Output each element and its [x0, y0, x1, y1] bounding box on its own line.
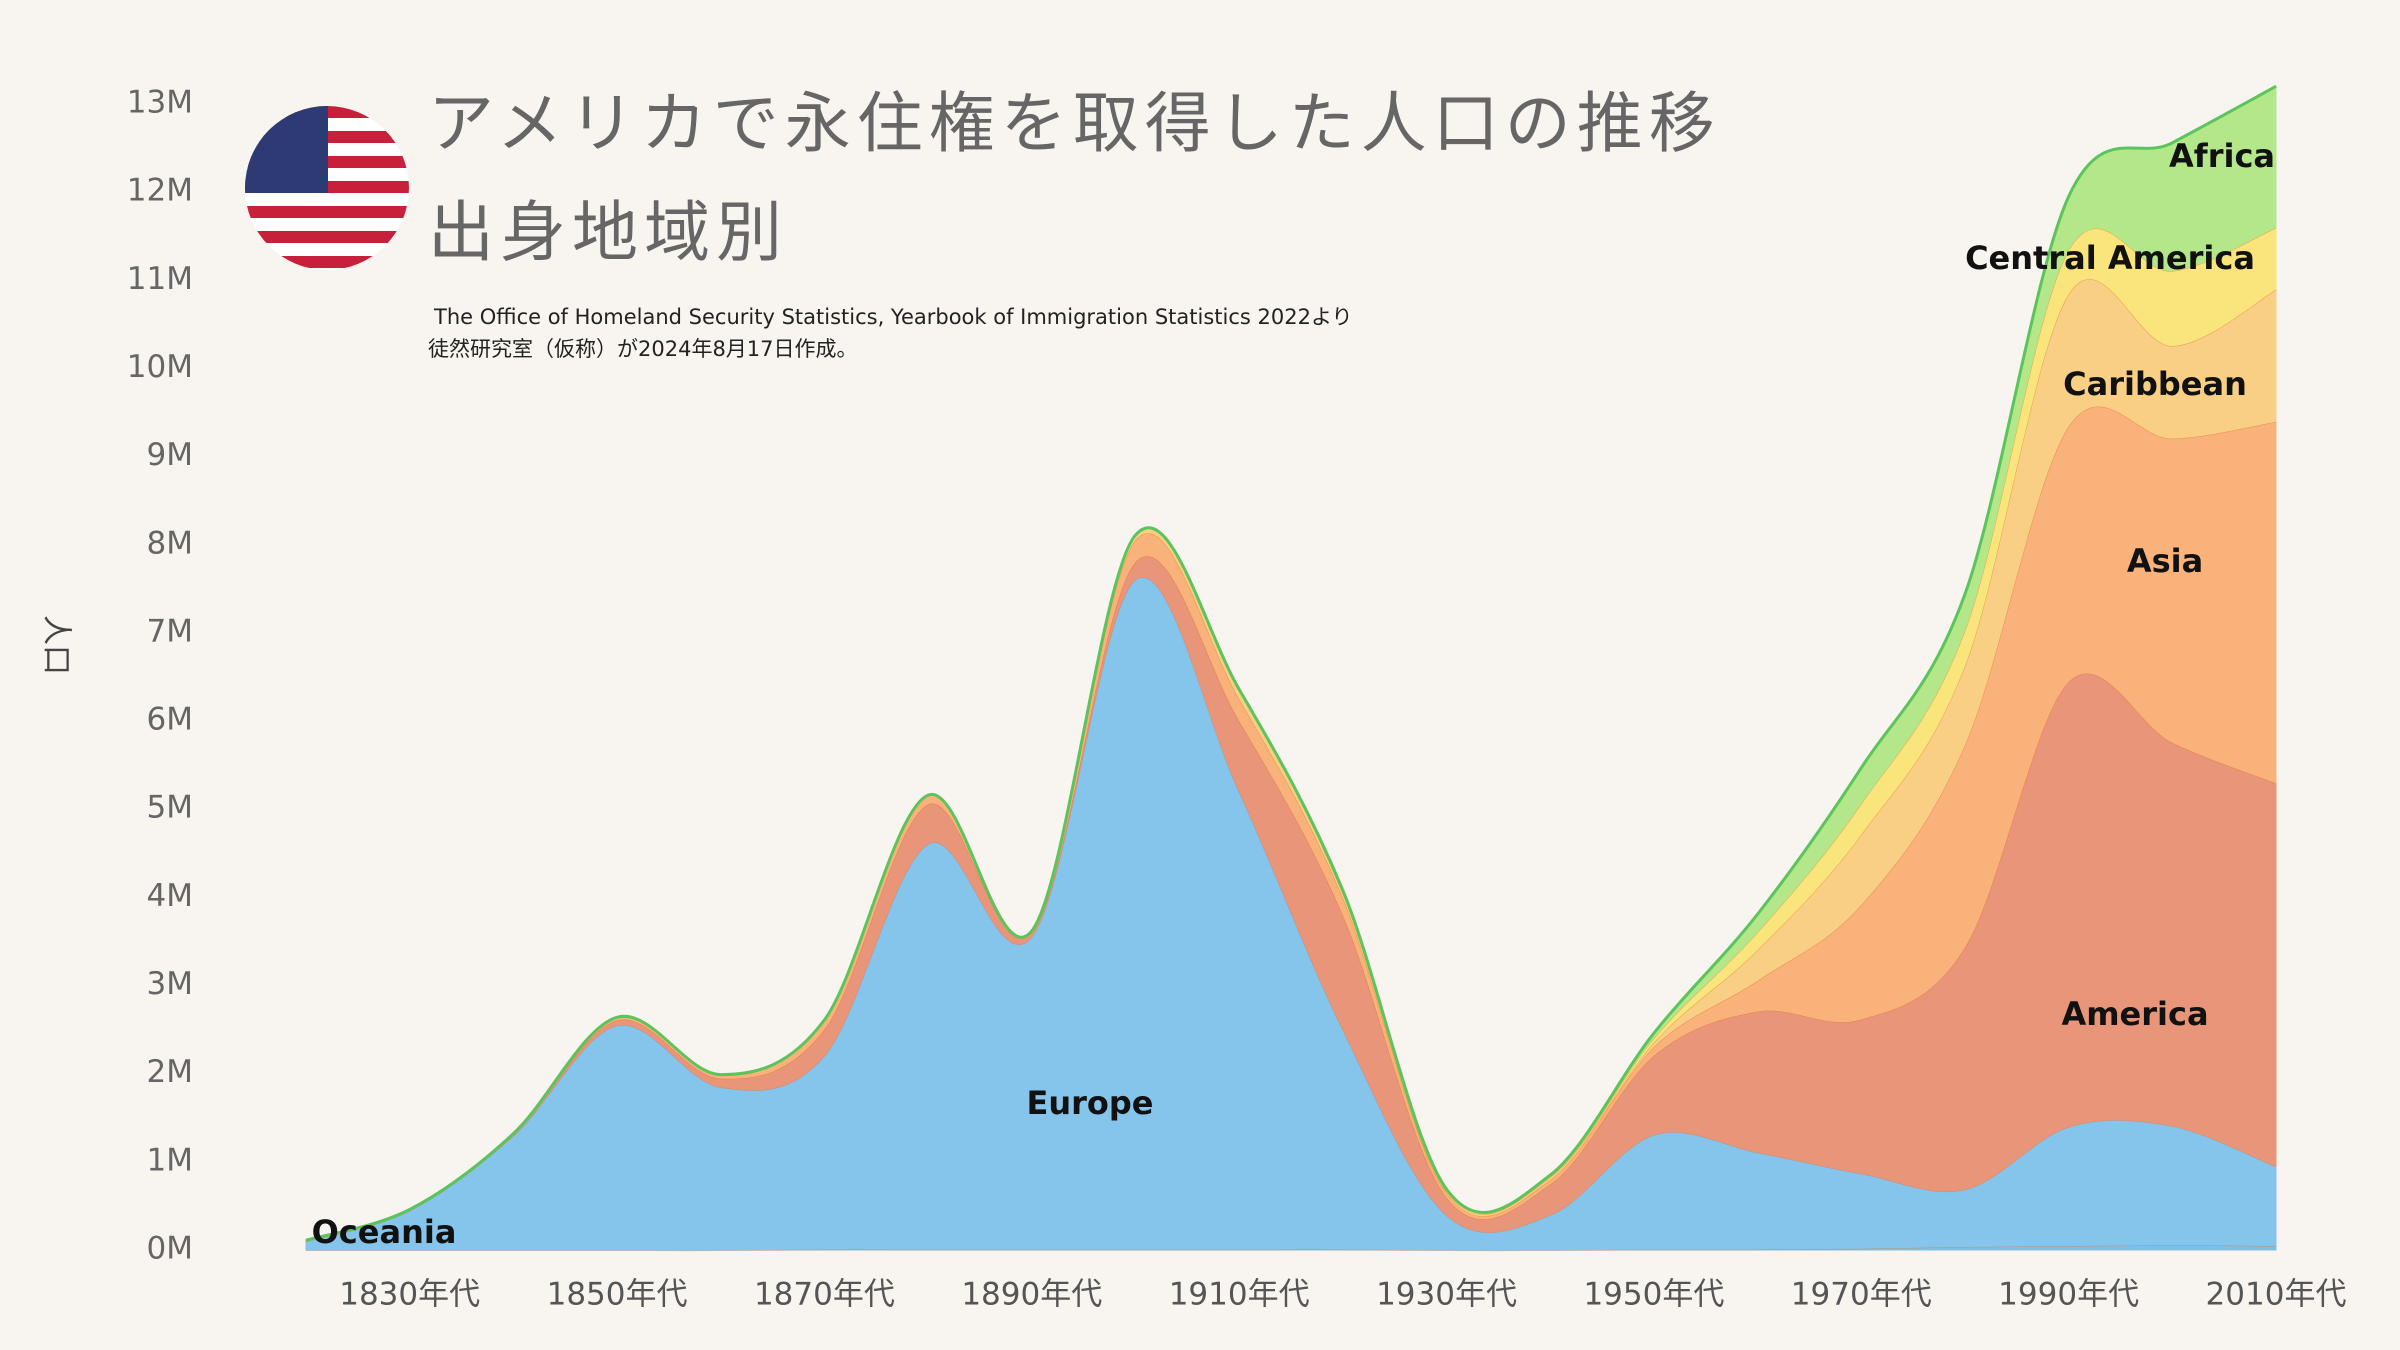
- series-label: Oceania: [312, 1213, 457, 1251]
- x-tick-label: 1870年代: [754, 1277, 895, 1313]
- x-tick-label: 1850年代: [547, 1277, 688, 1313]
- y-tick-label: 1M: [147, 1142, 193, 1178]
- y-tick-label: 10M: [127, 349, 193, 385]
- x-tick-label: 1970年代: [1791, 1277, 1932, 1313]
- chart-title: アメリカで永住権を取得した人口の推移: [428, 85, 1721, 162]
- y-tick-label: 6M: [147, 702, 193, 738]
- source-note: 徒然研究室（仮称）が2024年8月17日作成。: [428, 337, 858, 361]
- y-tick-label: 0M: [147, 1231, 193, 1267]
- y-tick-label: 11M: [127, 261, 193, 297]
- x-tick-label: 1950年代: [1583, 1277, 1724, 1313]
- x-tick-label: 1890年代: [961, 1277, 1102, 1313]
- x-tick-label: 1910年代: [1169, 1277, 1310, 1313]
- x-tick-label: 2010年代: [2206, 1277, 2347, 1313]
- y-tick-label: 3M: [147, 966, 193, 1002]
- y-tick-label: 7M: [147, 613, 193, 649]
- series-label: Asia: [2127, 542, 2203, 580]
- x-tick-label: 1830年代: [339, 1277, 480, 1313]
- series-label: America: [2061, 995, 2208, 1033]
- series-label: Caribbean: [2063, 365, 2247, 403]
- areas: [305, 85, 2277, 1252]
- series-label: Africa: [2169, 137, 2275, 175]
- top-edge: [305, 85, 2277, 1242]
- source-note: The Office of Homeland Security Statisti…: [433, 305, 1353, 329]
- y-tick-label: 13M: [127, 85, 193, 121]
- chart-subtitle: 出身地域別: [428, 194, 788, 271]
- x-tick-label: 1930年代: [1376, 1277, 1517, 1313]
- y-tick-label: 12M: [127, 173, 193, 209]
- series-label: Central America: [1965, 239, 2255, 277]
- y-tick-label: 4M: [147, 878, 193, 914]
- y-axis-label: 人口: [39, 615, 74, 675]
- y-tick-label: 2M: [147, 1054, 193, 1090]
- x-tick-label: 1990年代: [1998, 1277, 2139, 1313]
- y-tick-label: 8M: [147, 525, 193, 561]
- y-tick-label: 9M: [147, 437, 193, 473]
- series-label: Europe: [1026, 1084, 1153, 1122]
- y-tick-label: 5M: [147, 790, 193, 826]
